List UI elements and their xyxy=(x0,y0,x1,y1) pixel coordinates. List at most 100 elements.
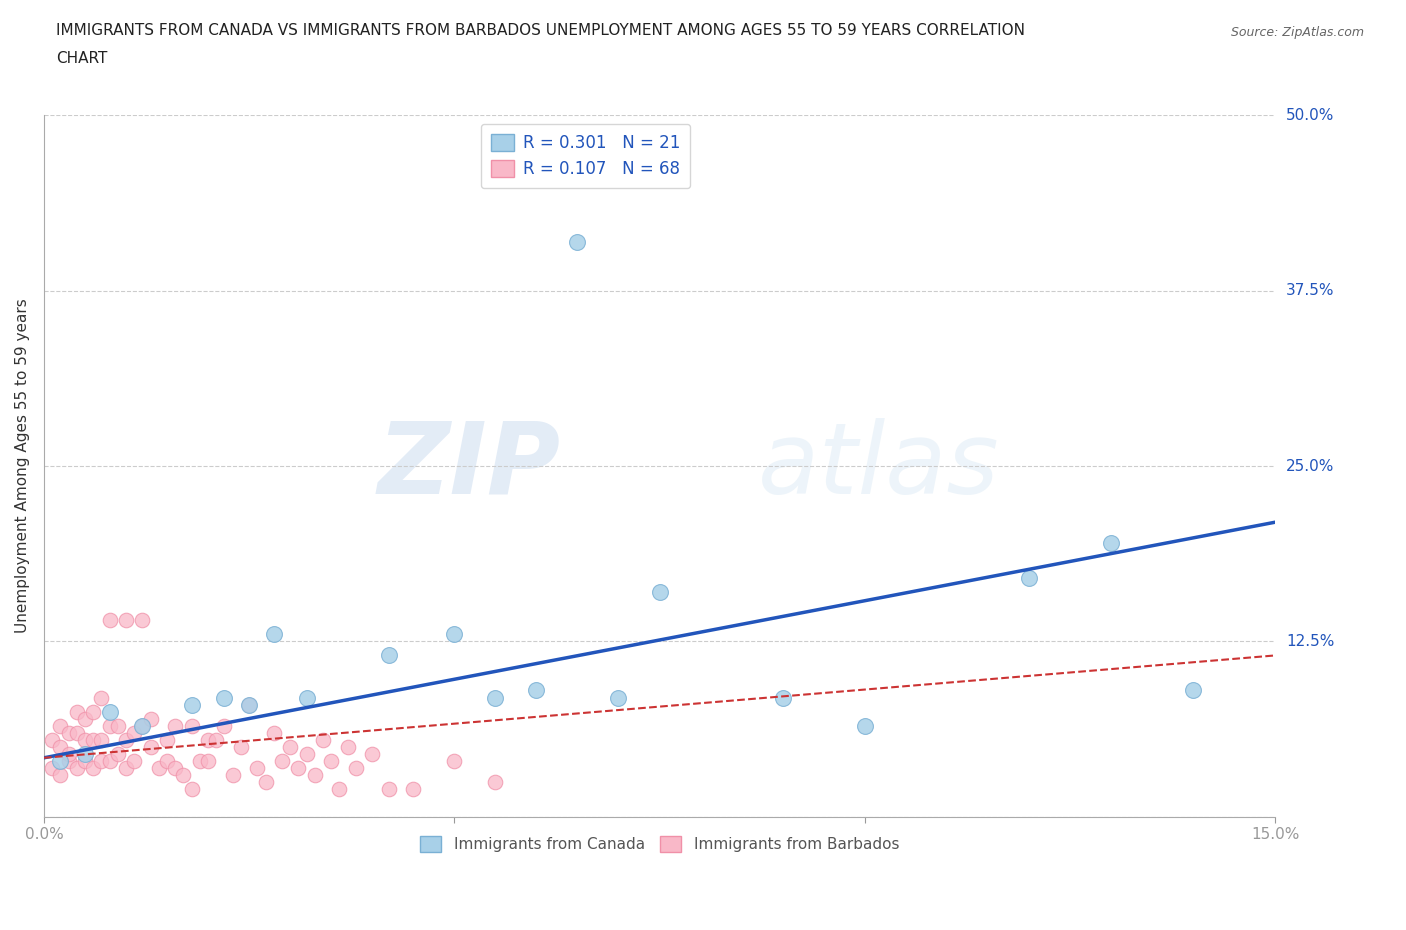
Point xyxy=(254,774,277,789)
Point xyxy=(107,718,129,733)
Point xyxy=(115,613,138,628)
Point xyxy=(115,732,138,747)
Text: IMMIGRANTS FROM CANADA VS IMMIGRANTS FROM BARBADOS UNEMPLOYMENT AMONG AGES 55 TO: IMMIGRANTS FROM CANADA VS IMMIGRANTS FRO… xyxy=(56,23,1025,38)
Point xyxy=(122,753,145,768)
Point xyxy=(165,718,187,733)
Y-axis label: Unemployment Among Ages 55 to 59 years: Unemployment Among Ages 55 to 59 years xyxy=(15,299,30,633)
Point xyxy=(443,627,465,642)
Point xyxy=(98,753,121,768)
Text: ZIP: ZIP xyxy=(378,418,561,514)
Point xyxy=(41,760,63,775)
Point xyxy=(73,753,96,768)
Point xyxy=(484,774,506,789)
Point xyxy=(49,767,72,782)
Point xyxy=(312,732,335,747)
Text: 37.5%: 37.5% xyxy=(1286,284,1334,299)
Point xyxy=(107,746,129,761)
Point xyxy=(221,767,243,782)
Point xyxy=(180,781,202,796)
Point xyxy=(165,760,187,775)
Point xyxy=(197,753,219,768)
Point xyxy=(148,760,170,775)
Point xyxy=(853,718,876,733)
Point xyxy=(344,760,367,775)
Point xyxy=(82,732,104,747)
Point xyxy=(49,739,72,754)
Point xyxy=(90,690,112,705)
Point xyxy=(526,683,548,698)
Point xyxy=(131,613,153,628)
Point xyxy=(263,627,285,642)
Point xyxy=(41,732,63,747)
Point xyxy=(214,690,236,705)
Point xyxy=(49,718,72,733)
Point xyxy=(287,760,309,775)
Point xyxy=(49,753,72,768)
Point xyxy=(238,698,260,712)
Point xyxy=(82,704,104,719)
Point xyxy=(567,234,589,249)
Point xyxy=(648,585,671,600)
Point xyxy=(82,760,104,775)
Point xyxy=(197,732,219,747)
Point xyxy=(58,725,80,740)
Point xyxy=(238,698,260,712)
Point xyxy=(328,781,350,796)
Point xyxy=(90,732,112,747)
Point xyxy=(263,725,285,740)
Point xyxy=(66,725,89,740)
Point xyxy=(172,767,194,782)
Point xyxy=(295,746,318,761)
Point xyxy=(304,767,326,782)
Point xyxy=(131,718,153,733)
Point xyxy=(66,760,89,775)
Text: 12.5%: 12.5% xyxy=(1286,634,1334,649)
Point xyxy=(188,753,211,768)
Point xyxy=(484,690,506,705)
Point xyxy=(229,739,252,754)
Point xyxy=(377,648,399,663)
Point xyxy=(98,704,121,719)
Text: Source: ZipAtlas.com: Source: ZipAtlas.com xyxy=(1230,26,1364,39)
Point xyxy=(90,753,112,768)
Point xyxy=(772,690,794,705)
Point xyxy=(214,718,236,733)
Point xyxy=(122,725,145,740)
Point xyxy=(321,753,343,768)
Text: 50.0%: 50.0% xyxy=(1286,108,1334,123)
Point xyxy=(73,711,96,726)
Point xyxy=(98,718,121,733)
Point xyxy=(139,711,162,726)
Point xyxy=(58,746,80,761)
Point xyxy=(1099,536,1122,551)
Point xyxy=(336,739,359,754)
Point xyxy=(443,753,465,768)
Point xyxy=(73,746,96,761)
Point xyxy=(1018,571,1040,586)
Point xyxy=(271,753,294,768)
Point xyxy=(295,690,318,705)
Point xyxy=(377,781,399,796)
Point xyxy=(361,746,384,761)
Point xyxy=(131,718,153,733)
Point xyxy=(139,739,162,754)
Point xyxy=(66,704,89,719)
Point xyxy=(180,718,202,733)
Point xyxy=(115,760,138,775)
Point xyxy=(58,753,80,768)
Text: atlas: atlas xyxy=(758,418,1000,514)
Point xyxy=(246,760,269,775)
Point xyxy=(180,698,202,712)
Point xyxy=(156,753,179,768)
Point xyxy=(156,732,179,747)
Text: 25.0%: 25.0% xyxy=(1286,458,1334,473)
Point xyxy=(278,739,301,754)
Point xyxy=(1182,683,1205,698)
Text: CHART: CHART xyxy=(56,51,108,66)
Point xyxy=(402,781,425,796)
Legend: Immigrants from Canada, Immigrants from Barbados: Immigrants from Canada, Immigrants from … xyxy=(413,830,905,858)
Point xyxy=(205,732,228,747)
Point xyxy=(98,613,121,628)
Point xyxy=(73,732,96,747)
Point xyxy=(607,690,630,705)
